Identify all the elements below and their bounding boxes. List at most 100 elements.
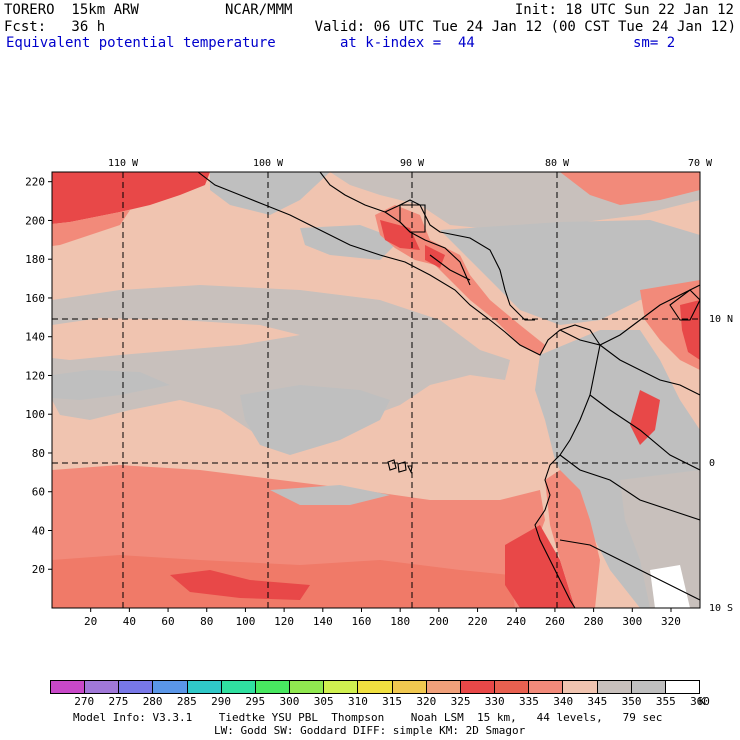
- colorbar-swatch: [187, 681, 222, 693]
- colorbar-swatch: [153, 681, 188, 693]
- colorbar-swatch: [392, 681, 427, 693]
- field-gulf-335: [560, 172, 700, 205]
- field-amazon-355: [650, 565, 690, 608]
- colorbar-label: 310: [347, 695, 368, 708]
- field-guatemala-330: [380, 220, 420, 250]
- graticule: [52, 172, 700, 608]
- colorbar-swatch: [290, 681, 325, 693]
- colorbar-swatch: [358, 681, 393, 693]
- colorbar-label: 345: [587, 695, 608, 708]
- colorbar-label: 315: [382, 695, 403, 708]
- x-tick-label: 240: [506, 615, 526, 628]
- y-tick-label: 180: [25, 253, 45, 266]
- colorbar-label: 355: [655, 695, 676, 708]
- colorbar-swatch: [631, 681, 666, 693]
- colorbar-swatch: [529, 681, 564, 693]
- coastlines: [197, 172, 700, 608]
- pacific-coast-centralamerica: [197, 172, 601, 356]
- institution-label: NCAR/MMM: [225, 2, 293, 18]
- lake-maracaibo: [669, 289, 700, 321]
- colorbar-label: 280: [142, 695, 163, 708]
- colorbar-swatch: [51, 681, 86, 693]
- colorbar: [50, 680, 700, 694]
- colorbar-label: 295: [245, 695, 266, 708]
- lon-label-100w: 100 W: [253, 158, 284, 169]
- lat-label-10n: 10 N: [709, 314, 733, 325]
- field-mexico-350: [210, 172, 330, 215]
- y-axis: 20 40 60 80 100 120 140 160 180 200 220: [25, 176, 52, 576]
- colorbar-unit: K: [698, 695, 706, 708]
- colorbar-label: 340: [553, 695, 574, 708]
- x-tick-label: 140: [313, 615, 333, 628]
- lat-label-0: 0: [709, 458, 715, 469]
- plot-frame: [51, 171, 701, 609]
- colorbar-label: 325: [450, 695, 471, 708]
- colorbar-label: 360: [690, 695, 710, 708]
- lon-label-90w: 90 W: [400, 158, 425, 169]
- field-south-330b: [170, 570, 310, 600]
- colorbar-label: 275: [108, 695, 129, 708]
- x-tick-label: 280: [584, 615, 604, 628]
- caribbean-coast-centralamerica: [319, 172, 535, 321]
- field-pacific-350b: [240, 385, 390, 455]
- x-tick-label: 60: [161, 615, 174, 628]
- x-tick-label: 180: [390, 615, 410, 628]
- lon-label-110w: 110 W: [108, 158, 139, 169]
- y-tick-label: 100: [25, 408, 45, 421]
- x-tick-label: 40: [123, 615, 136, 628]
- x-tick-label: 320: [661, 615, 681, 628]
- model-info-line2: LW: Godd SW: Goddard DIFF: simple KM: 2D…: [214, 724, 526, 737]
- field-venezuela-335: [640, 280, 700, 370]
- colorbar-label: 270: [74, 695, 95, 708]
- smoothing-label: sm= 2: [633, 35, 676, 51]
- y-tick-label: 80: [32, 447, 45, 460]
- y-tick-label: 220: [25, 176, 45, 189]
- country-borders-southamerica: [559, 344, 700, 601]
- colorbar-swatch: [597, 681, 632, 693]
- colorbar-swatch: [665, 681, 699, 693]
- theta-e-field: [52, 172, 700, 608]
- colorbar-label: 335: [519, 695, 539, 708]
- model-title: TORERO 15km ARW: [4, 2, 139, 18]
- level-label: at k-index = 44: [340, 35, 475, 51]
- colorbar-swatch: [426, 681, 461, 693]
- guatemala-border: [399, 204, 426, 233]
- x-tick-label: 120: [274, 615, 294, 628]
- x-tick-label: 220: [468, 615, 488, 628]
- colorbar-label: 300: [279, 695, 300, 708]
- field-pacific-340-stripe: [52, 318, 300, 360]
- field-south-330: [52, 555, 515, 608]
- y-tick-label: 140: [25, 331, 45, 344]
- x-tick-label: 80: [200, 615, 213, 628]
- lat-label-10s: 10 S: [709, 603, 733, 614]
- x-tick-label: 200: [429, 615, 449, 628]
- field-centralamerica-335: [375, 205, 545, 355]
- y-tick-label: 20: [32, 563, 45, 576]
- field-peru-coast-335: [545, 470, 600, 608]
- central-america-borders: [384, 211, 471, 286]
- field-caribbean-350: [440, 220, 700, 325]
- x-tick-label: 260: [545, 615, 565, 628]
- lon-label-70w: 70 W: [688, 158, 713, 169]
- colorbar-swatch: [460, 681, 496, 693]
- map-plot: 20 40 60 80 100 120 140 160 180 200 220 240 260 280 30…: [25, 158, 733, 628]
- x-tick-label: 100: [235, 615, 255, 628]
- field-pacific-350c: [52, 370, 170, 400]
- x-tick-label: 300: [622, 615, 642, 628]
- forecast-hour: Fcst: 36 h: [4, 19, 106, 35]
- colorbar-label: 320: [416, 695, 437, 708]
- field-nw-335: [52, 210, 130, 246]
- colorbar-swatch: [255, 681, 291, 693]
- x-tick-label: 20: [84, 615, 97, 628]
- caribbean-coast-colombia: [559, 284, 700, 346]
- colorbar-swatch: [495, 681, 530, 693]
- init-time: Init: 18 UTC Sun 22 Jan 12: [514, 2, 734, 18]
- field-pacific-350a: [300, 225, 400, 260]
- colorbar-swatch: [119, 681, 154, 693]
- y-tick-label: 120: [25, 369, 45, 382]
- y-tick-label: 60: [32, 486, 45, 499]
- colorbar-swatch: [85, 681, 120, 693]
- model-info-line1: Model Info: V3.3.1 Tiedtke YSU PBL Thomp…: [73, 711, 663, 724]
- colorbar-label: 285: [176, 695, 197, 708]
- field-nw-330: [52, 172, 210, 224]
